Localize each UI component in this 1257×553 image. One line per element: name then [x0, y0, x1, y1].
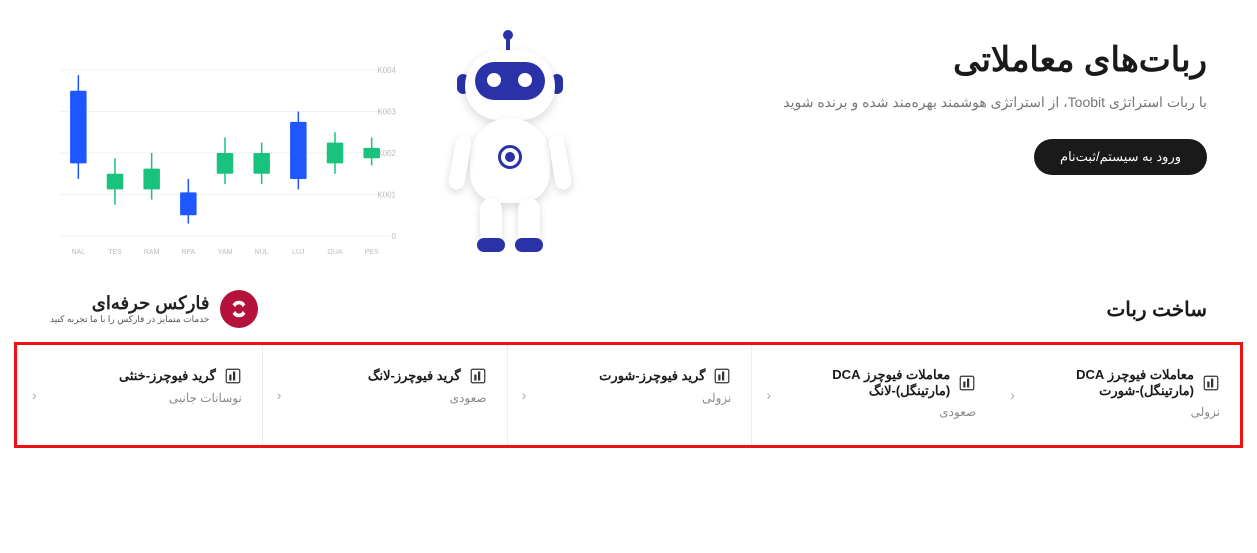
svg-text:K004: K004	[377, 66, 396, 75]
bot-card[interactable]: گرید فیوچرز-لانگ صعودی‹	[262, 345, 507, 445]
grid-bot-icon	[713, 367, 731, 385]
section-title: ساخت ربات	[1106, 297, 1207, 322]
grid-bot-icon	[958, 374, 976, 392]
svg-text:GUA: GUA	[327, 249, 343, 256]
bot-card-title: معاملات فیوچرز DCA (مارتینگل)-شورت	[1016, 367, 1194, 399]
hero-visual: 0 K001 K002 K003 K004 NAL TES RAM RPA YAM NUL LUJ GU…	[50, 40, 575, 260]
bot-cards-row: گرید فیوچرز-خنثینوسانات جانبی‹گرید فیوچر…	[14, 342, 1243, 448]
bot-card-subtitle: نزولی	[1016, 405, 1220, 419]
bot-card-subtitle: نوسانات جانبی	[38, 391, 242, 405]
brand-badge: فارکس حرفه‌ای خدمات متمایز در فارکس را ب…	[50, 290, 258, 328]
bot-card-title: گرید فیوچرز-لانگ	[368, 368, 461, 384]
svg-text:0: 0	[392, 232, 397, 241]
section-header-row: فارکس حرفه‌ای خدمات متمایز در فارکس را ب…	[0, 280, 1257, 342]
brand-logo-icon	[220, 290, 258, 328]
bot-card-title: معاملات فیوچرز DCA (مارتینگل)-لانگ	[772, 367, 950, 399]
hero-section: 0 K001 K002 K003 K004 NAL TES RAM RPA YAM NUL LUJ GU…	[0, 0, 1257, 280]
chevron-left-icon: ‹	[1010, 387, 1015, 403]
bot-card[interactable]: گرید فیوچرز-شورت نزولی‹	[507, 345, 752, 445]
grid-bot-icon	[469, 367, 487, 385]
svg-text:K003: K003	[377, 108, 396, 117]
hero-text: ربات‌های معاملاتی با ربات استراتژی Toobi…	[783, 40, 1207, 175]
robot-illustration	[440, 40, 575, 260]
svg-text:YAM: YAM	[218, 249, 233, 256]
chevron-left-icon: ‹	[277, 387, 282, 403]
bot-card-subtitle: نزولی	[528, 391, 732, 405]
svg-text:NUL: NUL	[255, 249, 269, 256]
bot-card-subtitle: صعودی	[283, 391, 487, 405]
bot-card[interactable]: معاملات فیوچرز DCA (مارتینگل)-لانگ صعودی‹	[751, 345, 996, 445]
svg-text:PES: PES	[365, 249, 379, 256]
hero-candlestick-chart: 0 K001 K002 K003 K004 NAL TES RAM RPA YAM NUL LUJ GU…	[50, 60, 430, 260]
chevron-left-icon: ‹	[32, 387, 37, 403]
chevron-left-icon: ‹	[522, 387, 527, 403]
grid-bot-icon	[1202, 374, 1220, 392]
svg-text:LUJ: LUJ	[292, 249, 304, 256]
bot-card-title: گرید فیوچرز-شورت	[599, 368, 705, 384]
svg-text:TES: TES	[108, 249, 122, 256]
hero-title: ربات‌های معاملاتی	[783, 40, 1207, 80]
svg-text:NAL: NAL	[72, 249, 86, 256]
bot-card-title: گرید فیوچرز-خنثی	[119, 368, 216, 384]
login-register-button[interactable]: ورود به سیستم/ثبت‌نام	[1034, 139, 1207, 175]
chevron-left-icon: ‹	[766, 387, 771, 403]
brand-name: فارکس حرفه‌ای	[50, 293, 210, 314]
bot-card[interactable]: معاملات فیوچرز DCA (مارتینگل)-شورت نزولی‹	[996, 345, 1240, 445]
brand-tagline: خدمات متمایز در فارکس را با ما تجربه کنی…	[50, 314, 210, 325]
grid-bot-icon	[224, 367, 242, 385]
bot-card-subtitle: صعودی	[772, 405, 976, 419]
bot-card[interactable]: گرید فیوچرز-خنثی نوسانات جانبی‹	[17, 345, 262, 445]
svg-text:K002: K002	[377, 149, 396, 158]
svg-text:RPA: RPA	[181, 249, 195, 256]
hero-subtitle: با ربات استراتژی Toobit، از استراتژی هوش…	[783, 94, 1207, 111]
svg-text:K001: K001	[377, 191, 396, 200]
svg-text:RAM: RAM	[144, 249, 160, 256]
